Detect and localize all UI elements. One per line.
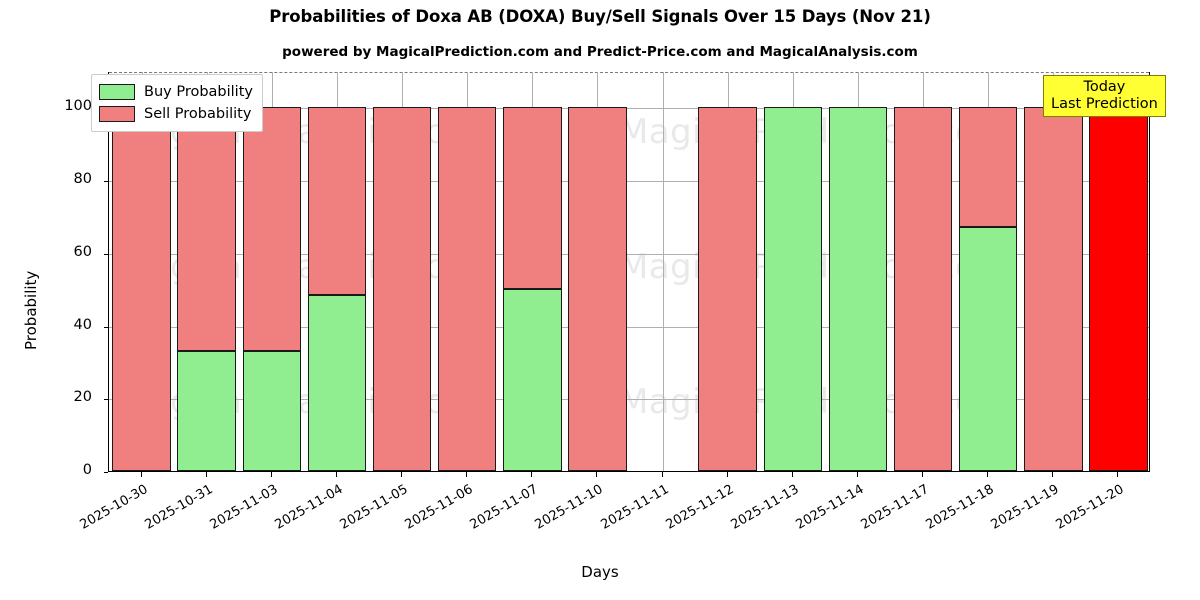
bar-group (698, 72, 757, 471)
bar-segment-buy (828, 107, 888, 471)
bar-group (437, 72, 497, 471)
bar-segment-buy (307, 294, 367, 471)
bar-group (763, 72, 823, 471)
x-tick-mark (1052, 472, 1053, 477)
bar-group (112, 72, 171, 471)
x-tick-mark (727, 472, 728, 477)
bar-segment-sell (503, 107, 562, 290)
y-tick-mark (104, 253, 108, 255)
bar-group (958, 72, 1018, 471)
y-tick-mark (104, 399, 108, 401)
bar-segment-buy (763, 107, 823, 471)
bar-group (242, 72, 302, 471)
bar-segment-sell (698, 107, 757, 471)
bar-segment-sell (112, 107, 171, 471)
bar-segment-sell (307, 107, 367, 295)
x-tick-mark (987, 472, 988, 477)
bar-segment-sell (958, 107, 1018, 228)
gridline-horizontal (109, 326, 1149, 328)
y-tick-mark (104, 326, 108, 328)
x-tick-mark (857, 472, 858, 477)
bar-segment-sell (893, 107, 953, 471)
today-label-line2: Last Prediction (1051, 95, 1158, 112)
bar-segment-buy (177, 351, 236, 471)
gridline-horizontal (109, 253, 1149, 255)
bar-segment-sell (568, 107, 627, 471)
x-tick-mark (596, 472, 597, 477)
x-tick-mark (271, 472, 272, 477)
x-tick-mark (401, 472, 402, 477)
bar-segment-buy (242, 351, 302, 471)
bar-group (568, 72, 627, 471)
legend-item[interactable]: Buy Probability (99, 81, 253, 103)
bar-segment-sell (177, 107, 236, 351)
bar-segment-buy (958, 227, 1018, 471)
gridline-horizontal (109, 181, 1149, 183)
x-tick-mark (141, 472, 142, 477)
bar-group (1024, 72, 1083, 471)
gridline-horizontal (109, 108, 1149, 110)
bar-segment-sell (242, 107, 302, 351)
y-tick-label: 100 (64, 98, 92, 115)
bar-segment-sell (372, 107, 432, 471)
y-tick-mark (104, 472, 108, 473)
y-tick-label: 20 (73, 389, 92, 406)
bar-segment-sell (1024, 107, 1083, 471)
x-tick-mark (466, 472, 467, 477)
x-tick-mark (1117, 472, 1118, 477)
legend-label: Sell Probability (144, 106, 252, 122)
y-tick-label: 40 (73, 316, 92, 333)
y-tick-label: 0 (82, 462, 92, 478)
bar-group (503, 72, 562, 471)
gridline-horizontal (109, 399, 1149, 401)
legend-swatch-sell-icon (99, 106, 135, 122)
x-tick-mark (662, 472, 663, 477)
today-label-line1: Today (1083, 79, 1126, 95)
bar-group (1089, 72, 1148, 471)
x-tick-mark (792, 472, 793, 477)
x-tick-mark (206, 472, 207, 477)
top-dashed-line (109, 72, 1149, 73)
bar-group (177, 72, 236, 471)
y-tick-label: 80 (73, 171, 92, 188)
chart-legend: Buy Probability Sell Probability (91, 74, 263, 132)
bar-group (372, 72, 432, 471)
plot-area: MagicalAnalysis.comMagicalPrediction.com… (108, 72, 1150, 472)
bar-segment-sell (437, 107, 497, 471)
legend-swatch-buy-icon (99, 84, 135, 100)
bar-group (893, 72, 953, 471)
bar-group (307, 72, 367, 471)
x-tick-mark (922, 472, 923, 477)
y-tick-label: 60 (73, 243, 92, 260)
page-title: Probabilities of Doxa AB (DOXA) Buy/Sell… (269, 7, 931, 26)
y-tick-mark (104, 181, 108, 183)
legend-item[interactable]: Sell Probability (99, 103, 253, 125)
bar-segment-today (1089, 107, 1148, 471)
bar-segment-buy (503, 289, 562, 471)
x-axis-label: Days (581, 563, 619, 581)
chart-subtitle: powered by MagicalPrediction.com and Pre… (282, 44, 918, 60)
today-annotation: Today Last Prediction (1043, 75, 1166, 118)
bar-group (828, 72, 888, 471)
x-tick-mark (336, 472, 337, 477)
legend-label: Buy Probability (144, 84, 253, 100)
x-tick-label: 2025-10-30 (77, 482, 151, 533)
gridline-vertical (663, 72, 664, 471)
y-axis-label: Probability (22, 270, 40, 350)
x-tick-mark (531, 472, 532, 477)
